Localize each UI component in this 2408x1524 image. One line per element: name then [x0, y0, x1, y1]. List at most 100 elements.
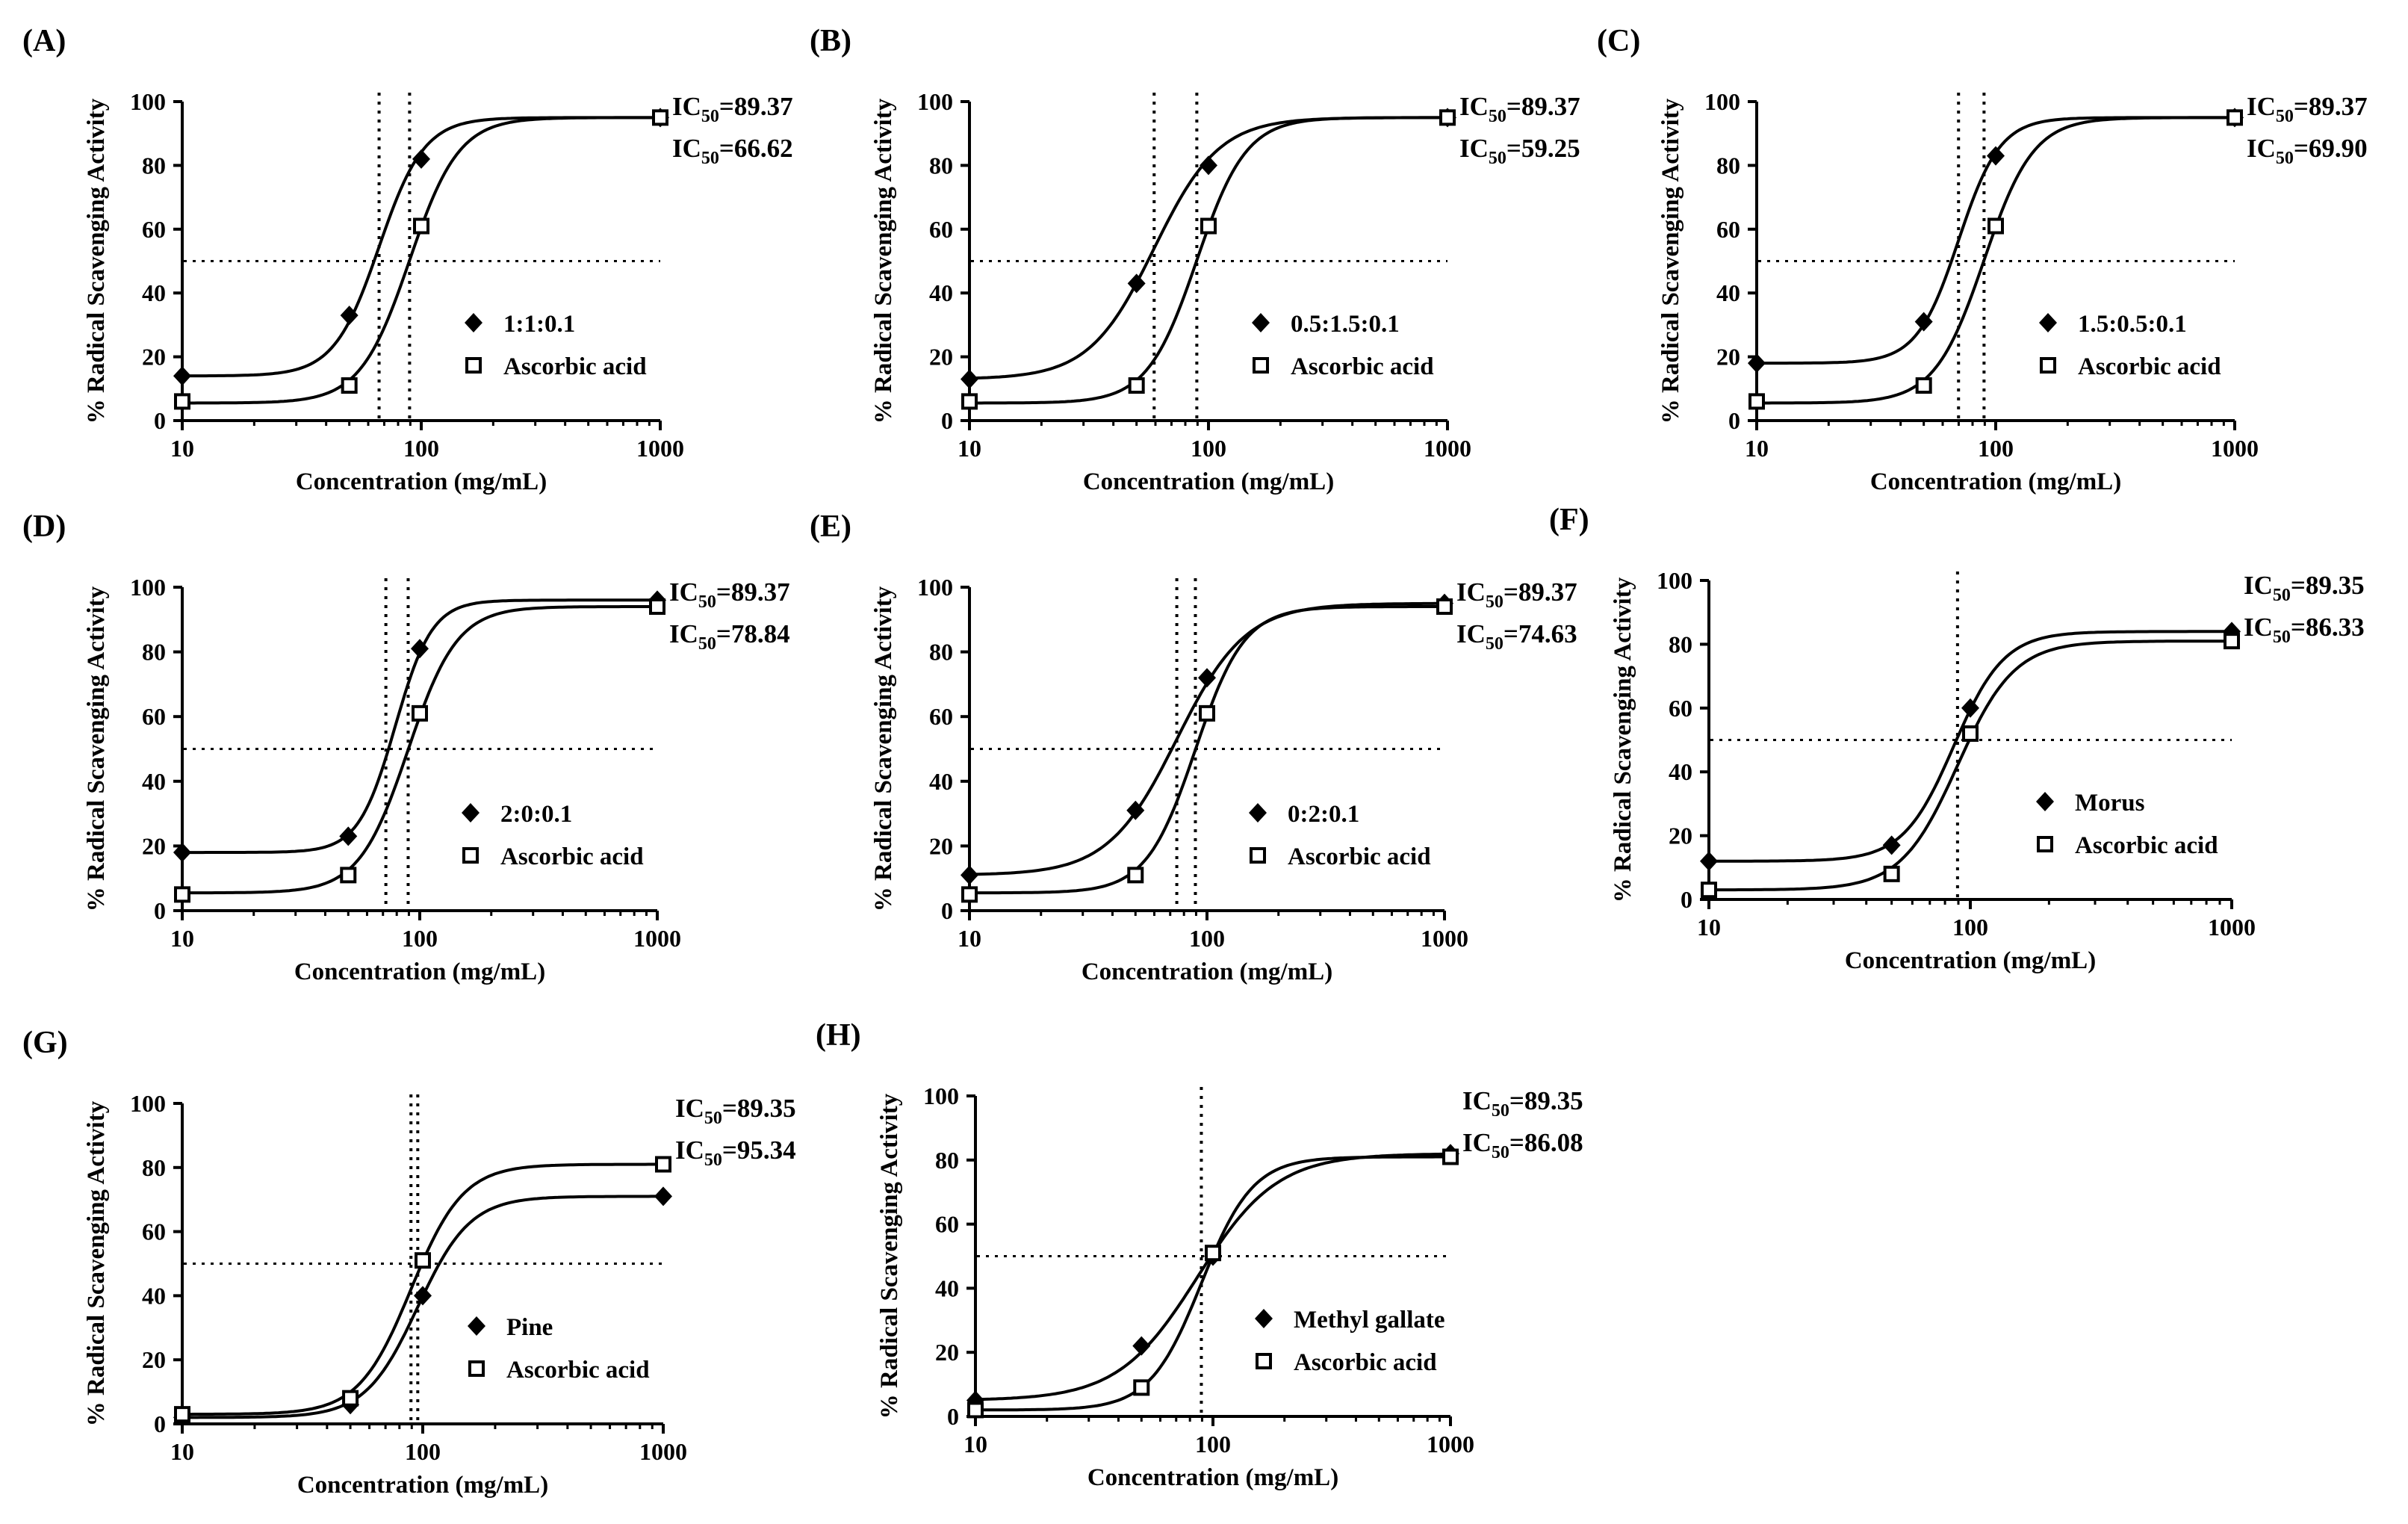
y-tick-label: 60: [929, 216, 953, 243]
ic50-prefix: IC: [672, 92, 701, 121]
y-tick-label: 60: [142, 216, 166, 243]
y-tick-label: 80: [1716, 152, 1740, 179]
ic50-subscript: 50: [2273, 628, 2291, 647]
ic50-subscript: 50: [701, 107, 719, 126]
ascorbic-data-point: [342, 1390, 359, 1407]
legend-diamond-icon: [465, 313, 482, 332]
ascorbic-data-point: [1442, 1148, 1459, 1165]
ic50-subscript: 50: [1486, 592, 1504, 612]
sample-data-point: [1987, 146, 2005, 166]
ic50-prefix: IC: [675, 1136, 704, 1165]
y-axis-title: % Radical Scavenging Activity: [1657, 98, 1684, 424]
ic50-label: IC50=78.84: [669, 619, 790, 654]
panel-letter: (B): [810, 24, 851, 58]
x-tick-label: 1000: [2208, 914, 2256, 941]
sample-data-point: [414, 1286, 432, 1306]
ic50-subscript: 50: [2276, 107, 2294, 126]
panel-letter: (A): [22, 24, 66, 58]
y-tick-label: 0: [941, 407, 953, 434]
legend-label: 1:1:0.1: [503, 311, 575, 338]
ascorbic-data-point: [961, 886, 978, 903]
x-tick-label: 100: [1189, 925, 1225, 952]
y-tick-label: 20: [142, 1346, 166, 1373]
sample-fit-curve: [182, 598, 657, 855]
ic50-equals: =: [1506, 134, 1521, 163]
y-tick-label: 40: [935, 1274, 959, 1301]
y-tick-label: 20: [929, 832, 953, 859]
ic50-equals: =: [2291, 571, 2306, 600]
ic50-equals: =: [719, 92, 734, 121]
panel-e: (E) 0 20 40 60 80 100 10 100 1000 Concentration (m…: [810, 509, 1577, 985]
ic50-prefix: IC: [2247, 134, 2276, 163]
ic50-label: IC50=86.33: [2244, 613, 2365, 647]
x-tick-label: 10: [1745, 435, 1769, 462]
y-tick-label: 40: [1669, 758, 1692, 785]
sample-data-point: [1700, 851, 1718, 871]
legend-diamond-icon: [1252, 313, 1270, 332]
y-axis-title: % Radical Scavenging Activity: [83, 1100, 110, 1426]
sample-data-point: [961, 369, 978, 389]
y-tick-label: 0: [154, 407, 166, 434]
panel-f: (F) 0 20 40 60 80 100 10 100 1000 Concentration (m…: [1549, 503, 2365, 974]
ascorbic-data-point: [1883, 865, 1900, 882]
sample-data-point: [654, 1186, 672, 1206]
legend-square-icon: [465, 357, 482, 374]
y-axis-title: % Radical Scavenging Activity: [876, 1093, 903, 1419]
panel-a: (A) 0 20 40 60 80 100 10 100 1000 Concentration (m…: [22, 24, 793, 495]
y-tick-label: 80: [935, 1147, 959, 1174]
ic50-subscript: 50: [1486, 634, 1504, 654]
ic50-label: IC50=89.37: [669, 577, 790, 612]
x-tick-label: 100: [403, 435, 439, 462]
y-tick-label: 100: [917, 88, 953, 115]
ic50-value: 89.37: [2309, 92, 2368, 121]
y-tick-label: 100: [1704, 88, 1740, 115]
ic50-equals: =: [1509, 1086, 1524, 1115]
ascorbic-data-point: [2227, 109, 2243, 126]
ascorbic-data-point: [1701, 882, 1717, 899]
y-tick-label: 20: [929, 344, 953, 371]
ic50-subscript: 50: [2273, 586, 2291, 605]
y-tick-label: 20: [142, 832, 166, 859]
y-axis-title: % Radical Scavenging Activity: [1610, 577, 1636, 902]
x-tick-label: 1000: [1424, 435, 1471, 462]
legend-square-icon: [462, 847, 479, 864]
panel-letter: (G): [22, 1026, 68, 1060]
legend-diamond-icon: [462, 803, 480, 823]
ic50-label: IC50=89.37: [2247, 92, 2368, 126]
ic50-prefix: IC: [1459, 134, 1489, 163]
sample-data-point: [1748, 353, 1766, 374]
ascorbic-data-point: [174, 393, 190, 410]
legend-label: 2:0:0.1: [500, 801, 572, 828]
y-tick-label: 60: [935, 1211, 959, 1238]
y-tick-label: 20: [935, 1339, 959, 1366]
ic50-value: 89.35: [1524, 1086, 1583, 1115]
ic50-prefix: IC: [2244, 571, 2273, 600]
ascorbic-data-point: [1915, 377, 1932, 394]
ascorbic-data-point: [1128, 377, 1145, 394]
legend-label: Ascorbic acid: [1291, 353, 1434, 380]
ic50-value: 66.62: [734, 134, 793, 163]
x-tick-label: 10: [170, 1438, 194, 1465]
ascorbic-data-point: [967, 1401, 984, 1419]
ic50-value: 78.84: [731, 619, 790, 648]
x-tick-label: 100: [402, 925, 438, 952]
ic50-value: 86.33: [2306, 613, 2365, 642]
ascorbic-data-point: [341, 377, 358, 394]
ic50-equals: =: [2294, 134, 2309, 163]
ic50-prefix: IC: [1462, 1128, 1492, 1157]
panel-letter: (D): [22, 509, 66, 544]
ic50-value: 95.34: [737, 1136, 796, 1165]
x-tick-label: 100: [1191, 435, 1226, 462]
ascorbic-data-point: [649, 598, 665, 615]
ic50-prefix: IC: [1462, 1086, 1492, 1115]
panel-b: (B) 0 20 40 60 80 100 10 100 1000 Concentration (m…: [810, 24, 1580, 495]
y-tick-label: 20: [1716, 344, 1740, 371]
sample-data-point: [411, 639, 429, 659]
x-tick-label: 1000: [1427, 1431, 1474, 1458]
ic50-subscript: 50: [698, 592, 716, 612]
legend-label: Ascorbic acid: [2075, 832, 2218, 859]
legend-label: Methyl gallate: [1294, 1307, 1445, 1334]
y-tick-label: 80: [142, 639, 166, 666]
ic50-equals: =: [716, 619, 731, 648]
ic50-equals: =: [719, 134, 734, 163]
